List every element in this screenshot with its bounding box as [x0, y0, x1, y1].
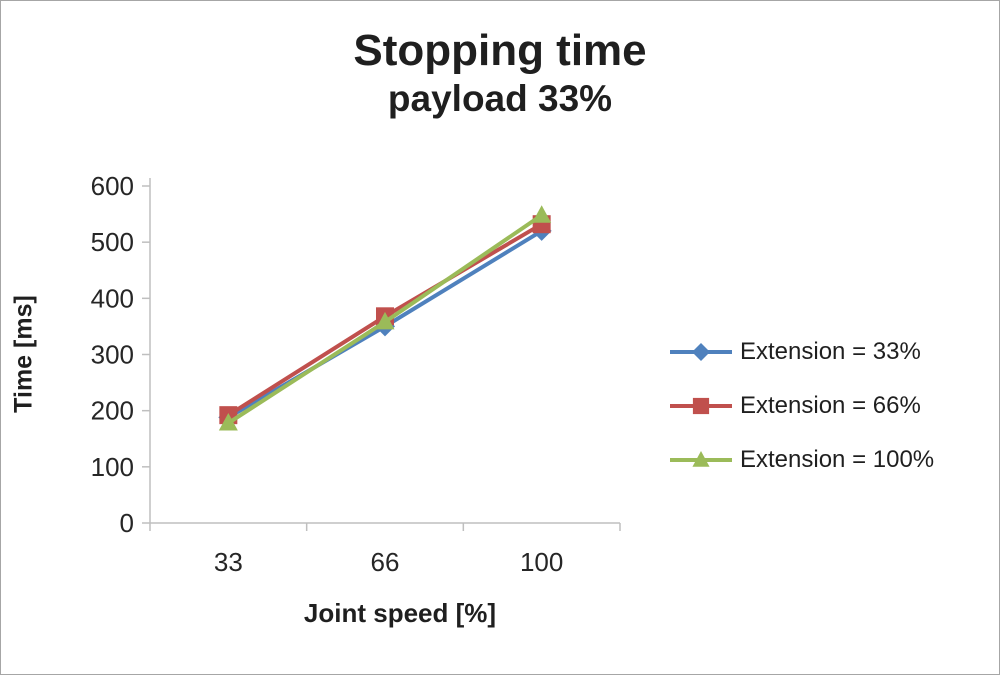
legend-label: Extension = 100%	[740, 446, 935, 473]
legend-marker-diamond	[692, 343, 710, 361]
y-tick-label: 400	[91, 283, 134, 313]
y-tick-label: 0	[120, 508, 134, 538]
legend: Extension = 33% Extension = 66% Extension …	[668, 338, 934, 474]
legend-item: Extension = 66%	[668, 392, 934, 420]
x-tick-label: 100	[520, 547, 563, 577]
legend-item: Extension = 100%	[668, 446, 934, 474]
y-tick-label: 600	[91, 171, 134, 201]
x-axis-title: Joint speed [%]	[303, 598, 497, 628]
y-axis-title: Time [ms]	[9, 295, 38, 413]
series-marker-triangle	[532, 205, 552, 223]
legend-label: Extension = 33%	[740, 338, 921, 365]
legend-item: Extension = 33%	[668, 338, 934, 366]
chart-title-block: Stopping time payload 33%	[0, 26, 1000, 121]
x-tick-label: 66	[371, 547, 400, 577]
y-tick-label: 100	[91, 452, 134, 482]
y-tick-label: 500	[91, 227, 134, 257]
series-marker-triangle	[375, 311, 395, 330]
x-tick-label: 33	[214, 547, 243, 577]
legend-key-square-icon	[670, 397, 732, 415]
legend-key-diamond-icon	[670, 343, 732, 361]
legend-marker-square	[692, 397, 710, 415]
legend-marker-triangle	[692, 451, 710, 467]
chart-subtitle: payload 33%	[387, 77, 613, 119]
legend-key-triangle-icon	[670, 451, 732, 467]
chart-title: Stopping time	[353, 26, 647, 75]
series-marker-triangle	[218, 413, 238, 431]
legend-label: Extension = 66%	[740, 392, 921, 419]
y-tick-label: 200	[91, 396, 134, 426]
y-tick-label: 300	[91, 340, 134, 370]
